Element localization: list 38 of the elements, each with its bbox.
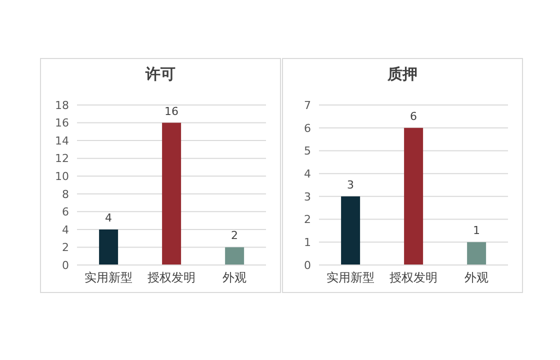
y-tick-label: 6 (304, 122, 311, 135)
y-tick-label: 5 (304, 144, 311, 158)
x-tick-label: 外观 (464, 270, 488, 285)
y-tick-label: 12 (55, 152, 69, 166)
y-tick-label: 10 (55, 170, 69, 184)
bar (341, 196, 360, 265)
y-tick-label: 16 (55, 116, 69, 130)
data-label: 4 (105, 211, 112, 224)
y-tick-label: 1 (304, 236, 311, 250)
y-tick-label: 0 (304, 258, 311, 272)
data-label: 3 (347, 178, 354, 192)
x-tick-label: 实用新型 (326, 270, 374, 285)
y-tick-label: 14 (55, 134, 69, 148)
chart-title: 许可 (144, 65, 176, 85)
y-tick-label: 2 (304, 213, 311, 226)
y-tick-label: 18 (55, 98, 69, 112)
bar (404, 128, 424, 265)
y-tick-label: 4 (62, 223, 69, 236)
y-tick-label: 2 (62, 241, 69, 254)
bar (99, 229, 118, 265)
y-tick-label: 8 (62, 188, 69, 201)
x-tick-label: 外观 (222, 270, 246, 285)
y-tick-label: 7 (304, 98, 311, 112)
y-tick-label: 4 (304, 167, 311, 180)
y-tick-label: 3 (304, 190, 311, 204)
x-tick-label: 授权发明 (390, 270, 438, 285)
y-tick-label: 6 (62, 206, 69, 219)
data-label: 6 (410, 110, 418, 123)
data-label: 2 (231, 229, 238, 242)
data-label: 1 (473, 224, 480, 238)
x-tick-label: 授权发明 (148, 270, 196, 285)
bar (225, 247, 244, 265)
data-label: 16 (164, 104, 179, 118)
chart-title: 质押 (386, 65, 418, 85)
bar (162, 122, 182, 265)
y-tick-label: 0 (62, 258, 69, 272)
x-tick-label: 实用新型 (84, 270, 132, 285)
bar (467, 242, 486, 265)
